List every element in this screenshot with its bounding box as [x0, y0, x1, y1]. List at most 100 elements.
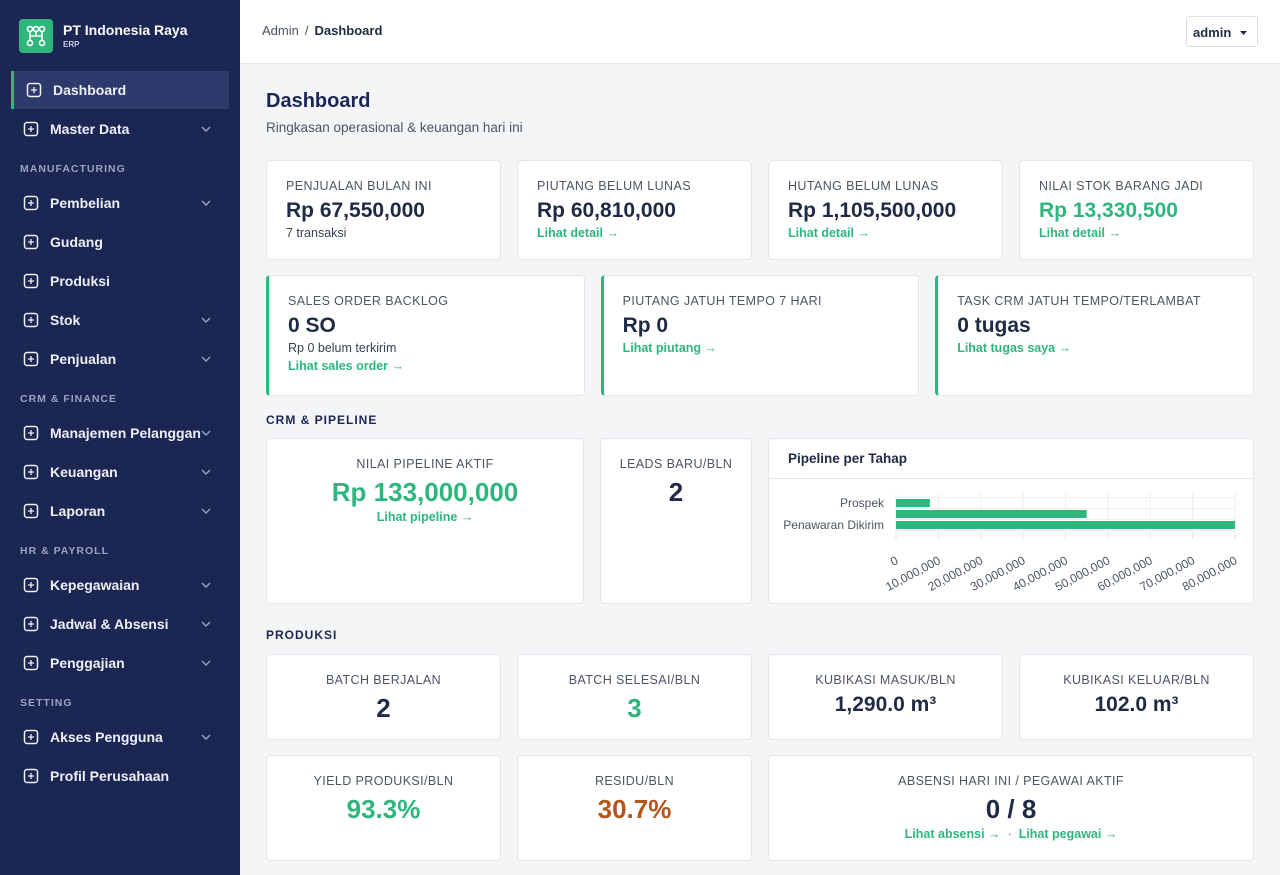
card-label: TASK CRM JATUH TEMPO/TERLAMBAT	[957, 294, 1201, 308]
card-link[interactable]: Lihat tugas saya →	[957, 341, 1072, 355]
breadcrumb-item[interactable]: Admin	[262, 23, 299, 38]
menu-icon	[23, 655, 39, 670]
menu: Dashboard Master Data MANUFACTURING Pembeli…	[0, 71, 240, 795]
card-link[interactable]: Lihat pegawai →	[1018, 827, 1118, 841]
brand-name: PT Indonesia Raya	[63, 22, 188, 38]
card-label: PIUTANG BELUM LUNAS	[537, 179, 691, 193]
icon-shape	[23, 195, 39, 210]
chevron-shape	[201, 660, 211, 666]
menu-label: Master Data	[50, 120, 130, 137]
menu-icon	[23, 273, 39, 288]
menu-item[interactable]: Gudang	[0, 222, 229, 261]
stat-card: TASK CRM JATUH TEMPO/TERLAMBAT 0 tugas Lih…	[935, 275, 1254, 396]
stat-card: ABSENSI HARI INI / PEGAWAI AKTIF 0 / 8 Lih…	[768, 755, 1254, 861]
section-title: PRODUKSI	[266, 628, 338, 642]
menu-label: Produksi	[50, 272, 110, 289]
menu-label: Profil Perusahaan	[50, 767, 170, 784]
menu-label: Gudang	[50, 233, 103, 250]
menu-label: Dashboard	[53, 82, 127, 98]
card-value: Rp 67,550,000	[286, 199, 425, 222]
menu-item[interactable]: Penjualan	[0, 339, 229, 378]
menu-label: Keuangan	[50, 463, 118, 480]
card-value: 2	[376, 693, 391, 723]
menu-item[interactable]: Produksi	[0, 261, 229, 300]
card-value: Rp 0	[622, 314, 669, 337]
menu-label: Laporan	[50, 502, 106, 519]
menu-icon	[23, 425, 39, 440]
card-link[interactable]: Lihat pipeline →	[376, 510, 474, 524]
chevron	[201, 317, 211, 323]
menu-item[interactable]: Laporan	[0, 491, 229, 530]
chevron	[201, 469, 211, 475]
chart-title: Pipeline per Tahap	[769, 439, 1253, 479]
stat-card: SALES ORDER BACKLOG 0 SO Rp 0 belum terkir…	[266, 275, 585, 396]
menu-item[interactable]: Penggajian	[0, 643, 229, 682]
stat-card: PIUTANG JATUH TEMPO 7 HARI Rp 0 Lihat piut…	[600, 275, 920, 396]
card-link[interactable]: Lihat detail →	[788, 226, 870, 240]
menu-item[interactable]: Dashboard	[11, 71, 229, 109]
menu-icon	[23, 234, 39, 249]
icon-shape	[31, 87, 37, 93]
chevron-shape	[201, 508, 211, 514]
main: Dashboard Ringkasan operasional & keuang…	[240, 64, 1280, 875]
card-label: ABSENSI HARI INI / PEGAWAI AKTIF	[898, 774, 1124, 788]
card-link[interactable]: Lihat absensi →	[904, 827, 1001, 841]
brand: PT Indonesia Raya ERP	[0, 0, 240, 71]
stat-card: PIUTANG BELUM LUNAS Rp 60,810,000 Lihat de…	[517, 160, 752, 260]
menu-item[interactable]: Pembelian	[0, 183, 229, 222]
menu-item[interactable]: Master Data	[0, 109, 229, 148]
icon-shape	[23, 577, 39, 592]
card-links: Lihat absensi → · Lihat pegawai →	[779, 825, 1243, 844]
menu-icon	[23, 351, 39, 366]
menu-label: Stok	[50, 311, 81, 328]
card-label: NILAI STOK BARANG JADI	[1039, 179, 1204, 193]
chevron-shape	[201, 200, 211, 206]
menu-item[interactable]: Keuangan	[0, 452, 229, 491]
stat-card: BATCH SELESAI/BLN 3	[517, 654, 752, 740]
breadcrumb: Admin / Dashboard	[262, 23, 382, 38]
stat-card: PENJUALAN BULAN INI Rp 67,550,000 7 transa…	[266, 160, 501, 260]
card-link[interactable]: Lihat detail →	[1039, 226, 1121, 240]
menu-label: Penjualan	[50, 350, 117, 367]
chevron	[201, 200, 211, 206]
menu-item[interactable]: Stok	[0, 300, 229, 339]
y-tick-label: Penawaran Dikirim	[783, 518, 884, 532]
card-link[interactable]: Lihat detail →	[537, 226, 619, 240]
menu-item[interactable]: Kepegawaian	[0, 565, 229, 604]
icon-shape	[28, 772, 34, 779]
menu-label: Pembelian	[50, 194, 121, 211]
menu-item[interactable]: Profil Perusahaan	[0, 756, 229, 795]
icon-shape	[28, 733, 34, 740]
icon-shape	[28, 620, 34, 627]
menu-section-label: HR & PAYROLL	[20, 545, 110, 557]
sidebar: PT Indonesia Raya ERP Dashboard Master Da…	[0, 0, 240, 875]
icon-shape	[28, 316, 34, 323]
card-value: 1,290.0 m³	[834, 693, 937, 716]
menu-item[interactable]: Manajemen Pelanggan	[0, 413, 229, 452]
card-link[interactable]: Lihat sales order →	[288, 359, 405, 373]
card-note: Rp 0 belum terkirim	[288, 341, 397, 355]
menu-item[interactable]: Jadwal & Absensi	[0, 604, 229, 643]
bar	[896, 510, 1087, 518]
icon-shape	[28, 468, 34, 475]
icon-shape	[26, 82, 42, 98]
menu-icon	[23, 577, 39, 592]
menu-icon	[23, 195, 39, 210]
chevron-shape	[201, 582, 211, 588]
user-dropdown[interactable]: admin	[1186, 16, 1258, 47]
card-value: 0 / 8	[985, 794, 1037, 824]
stat-card: KUBIKASI MASUK/BLN 1,290.0 m³	[768, 654, 1003, 740]
stat-card: NILAI STOK BARANG JADI Rp 13,330,500 Lihat…	[1019, 160, 1254, 260]
menu-icon	[23, 503, 39, 518]
card-note: 7 transaksi	[286, 226, 347, 240]
card-link[interactable]: Lihat piutang →	[622, 341, 718, 355]
chevron	[201, 582, 211, 588]
card-label: BATCH SELESAI/BLN	[568, 673, 701, 687]
menu-item[interactable]: Akses Pengguna	[0, 717, 229, 756]
summary-row: PENJUALAN BULAN INI Rp 67,550,000 7 transa…	[266, 160, 1254, 260]
card-value: Rp 1,105,500,000	[788, 199, 957, 222]
topbar: Admin / Dashboard admin	[240, 0, 1280, 64]
icon-shape	[28, 277, 34, 284]
menu-icon	[23, 616, 39, 631]
